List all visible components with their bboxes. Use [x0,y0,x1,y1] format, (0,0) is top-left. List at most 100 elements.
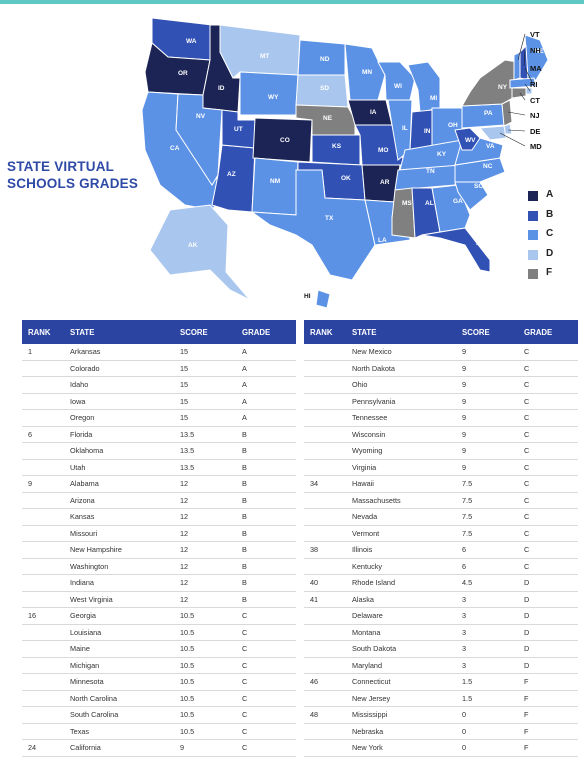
grade-cell: C [524,409,578,427]
grade-cell: B [242,574,296,592]
state-label-oh: OH [448,122,458,129]
state-cell: Louisiana [70,624,180,641]
score-cell: 9 [462,442,524,460]
title-line-1: STATE VIRTUAL [7,159,115,174]
score-cell: 12 [180,525,242,542]
score-cell: 10.5 [180,690,242,707]
state-ms [391,187,416,239]
rank-cell: 46 [304,673,352,691]
score-cell: 12 [180,541,242,559]
score-cell: 10.5 [180,706,242,724]
state-ga [431,184,471,233]
state-cell: Missouri [70,525,180,542]
state-label-ct: CT [530,96,540,105]
grade-cell: B [242,459,296,476]
state-cell: Virginia [352,459,462,476]
score-cell: 3 [462,640,524,658]
state-label-ky: KY [437,151,447,158]
table-row: Arizona 12 B [22,492,296,509]
header-rank: RANK [22,320,70,344]
grade-cell: A [242,344,296,361]
state-cell: Arkansas [70,344,180,361]
table-row: Oklahoma 13.5 B [22,442,296,460]
state-label-nd: ND [320,56,330,63]
us-grade-map: WA OR CA ID NV AZ UT MT WY CO NM ND SD NE KS OK TX MN IA MO… [141,17,549,309]
state-label-fl: FL [476,240,484,247]
table-row: Missouri 12 B [22,525,296,542]
grade-cell: C [524,541,578,559]
state-cell: Iowa [70,393,180,410]
leader-line-ri [524,83,531,92]
state-label-pa: PA [484,110,493,117]
header-grade: GRADE [524,320,578,344]
state-ak [149,204,251,301]
state-cell: Alabama [70,475,180,493]
score-cell: 3 [462,657,524,674]
table-row: Montana 3 D [304,624,578,641]
rank-cell [22,591,70,608]
score-cell: 10.5 [180,673,242,691]
score-cell: 9 [462,360,524,377]
table-row: 24 California 9 C [22,739,296,757]
table-row: Kentucky 6 C [304,558,578,575]
grade-cell: C [242,607,296,625]
state-label-nc: NC [483,163,493,170]
state-nv [175,93,223,186]
state-cell: Washington [70,558,180,575]
state-label-de: DE [530,127,541,136]
table-row: 38 Illinois 6 C [304,541,578,559]
table-row: Oregon 15 A [22,409,296,427]
grade-cell: C [242,706,296,724]
state-cell: Alaska [352,591,462,608]
grade-cell: F [524,690,578,707]
table-row: Vermont 7.5 C [304,525,578,542]
score-cell: 12 [180,475,242,493]
score-cell: 7.5 [462,525,524,542]
state-label-ny: NY [498,84,508,91]
rank-cell [304,558,352,575]
grade-cell: B [242,525,296,542]
grade-cell: B [242,508,296,526]
score-cell: 0 [462,706,524,724]
state-label-mn: MN [362,69,372,76]
score-cell: 15 [180,360,242,377]
state-cell: Nevada [352,508,462,526]
legend-swatch [528,249,538,260]
state-label-mt: MT [260,53,269,60]
rank-cell [22,393,70,410]
state-cell: Arizona [70,492,180,509]
state-label-tn: TN [426,168,435,175]
state-cell: Tennessee [352,409,462,427]
table-row: Maryland 3 D [304,657,578,674]
grade-cell: D [524,591,578,608]
score-cell: 10.5 [180,657,242,674]
score-cell: 12 [180,574,242,592]
grade-cell: B [242,442,296,460]
grade-cell: C [524,376,578,394]
state-label-ms: MS [402,200,412,207]
score-cell: 6 [462,558,524,575]
score-cell: 9 [462,393,524,410]
rank-cell [22,574,70,592]
table-row: Maine 10.5 C [22,640,296,658]
legend-swatch [528,191,538,201]
rank-cell [22,690,70,707]
state-label-id: ID [218,85,225,92]
table-row: Idaho 15 A [22,376,296,394]
state-cell: Vermont [352,525,462,542]
state-label-va: VA [486,143,495,150]
grade-cell: A [242,360,296,377]
state-label-ga: GA [453,198,463,205]
state-label-wv: WV [465,137,476,144]
grade-cell: B [242,426,296,443]
table-row: 41 Alaska 3 D [304,591,578,608]
legend-swatch [528,210,538,221]
table-row: 40 Rhode Island 4.5 D [304,574,578,592]
table-row: Ohio 9 C [304,376,578,394]
state-hi [315,289,331,309]
state-tx [250,169,376,281]
rank-cell [304,508,352,526]
table-row: Michigan 10.5 C [22,657,296,674]
state-nm [251,157,299,216]
table-row: South Carolina 10.5 C [22,706,296,724]
